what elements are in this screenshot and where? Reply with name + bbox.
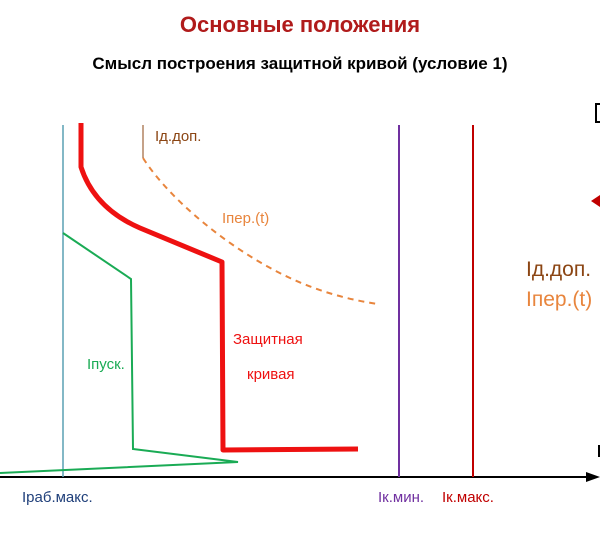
iper-t-label: Iпер.(t) — [222, 210, 270, 227]
x-axis-arrow — [586, 472, 600, 482]
id-dop-label: Iд.доп. — [155, 128, 202, 145]
ipusk-label: Iпуск. — [87, 356, 125, 373]
irab-maks-label: Iраб.макс. — [22, 489, 93, 506]
start-current-curve — [0, 232, 239, 474]
page-title: Основные положения — [179, 12, 421, 37]
protective-curve-label-2: кривая — [247, 366, 295, 383]
ik-min-label: Iк.мин. — [378, 489, 425, 506]
ik-maks-label: Iк.макс. — [442, 489, 494, 506]
protective-curve — [78, 123, 359, 453]
page-subtitle: Смысл построения защитной кривой (услови… — [92, 54, 508, 73]
legend-id-dop: Iд.доп. — [526, 258, 592, 281]
legend-iper-t: Iпер.(t) — [526, 288, 593, 311]
overload-curve — [142, 157, 379, 305]
edge-arrow — [591, 195, 600, 207]
protective-curve-label-1: Защитная — [233, 331, 303, 348]
edge-bracket — [595, 103, 600, 123]
